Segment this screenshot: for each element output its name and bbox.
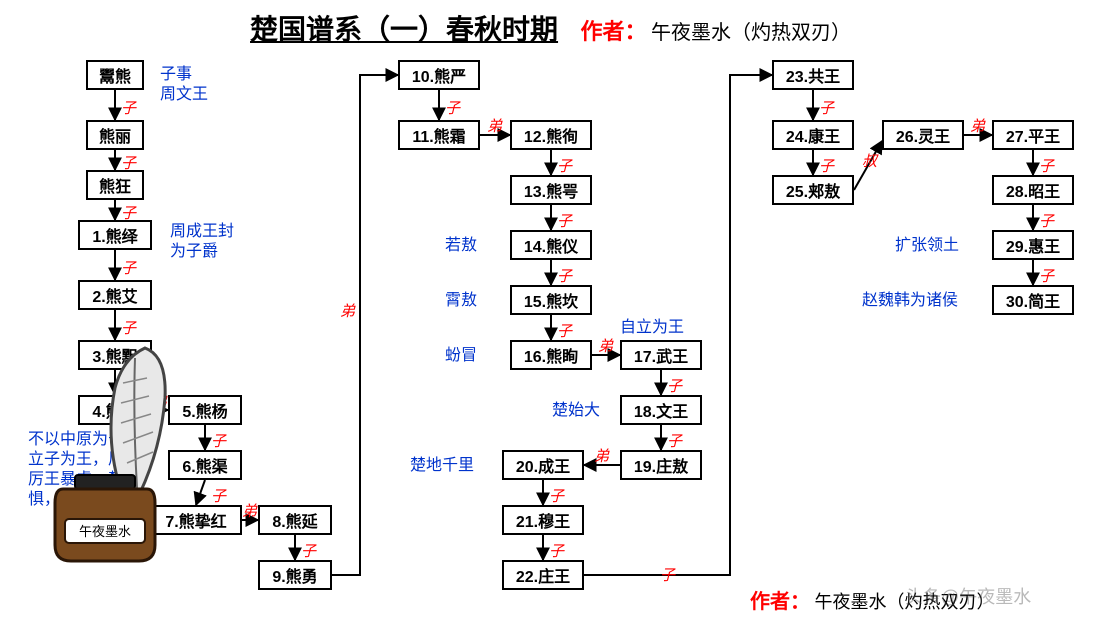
node-n_13: 13.熊咢 [510, 175, 592, 205]
node-n_2: 2.熊艾 [78, 280, 152, 310]
node-n_15: 15.熊坎 [510, 285, 592, 315]
note-5: 蚡冒 [445, 346, 477, 366]
node-n_29: 29.惠王 [992, 230, 1074, 260]
node-n_23: 23.共王 [772, 60, 854, 90]
node-n_27: 27.平王 [992, 120, 1074, 150]
relation-n_13-n_14: 子 [557, 210, 572, 231]
relation-n_24-n_25: 子 [819, 155, 834, 176]
node-n_16: 16.熊眴 [510, 340, 592, 370]
inkpot-label: 午夜墨水 [79, 524, 131, 539]
node-n_8: 8.熊延 [258, 505, 332, 535]
relation-n_14-n_15: 子 [557, 265, 572, 286]
node-n_1: 1.熊绎 [78, 220, 152, 250]
note-10: 赵魏韩为诸侯 [862, 291, 958, 311]
relation-n_27-n_28: 子 [1039, 155, 1054, 176]
node-n_10: 10.熊严 [398, 60, 480, 90]
note-7: 楚始大 [552, 401, 600, 421]
note-4: 霄敖 [445, 291, 477, 311]
node-n_24: 24.康王 [772, 120, 854, 150]
node-n_18: 18.文王 [620, 395, 702, 425]
relation-n_26-n_27: 弟 [970, 115, 985, 136]
relation-n_6-n_7: 子 [211, 485, 226, 506]
node-n_12: 12.熊徇 [510, 120, 592, 150]
relation-n_25-n_26: 叔 [862, 150, 877, 171]
inkpot-illustration: 午夜墨水 [0, 340, 200, 570]
relation-n_2-n_3: 子 [121, 317, 136, 338]
node-n_22: 22.庄王 [502, 560, 584, 590]
node-n_19: 19.庄敖 [620, 450, 702, 480]
relation-n_xiongkuang-n_1: 子 [121, 202, 136, 223]
note-6: 自立为王 [620, 318, 684, 338]
relation-n_xiongli-n_xiongkuang: 子 [121, 152, 136, 173]
relation-n_5-n_6: 子 [211, 430, 226, 451]
node-n_14: 14.熊仪 [510, 230, 592, 260]
relation-n_19-n_20: 弟 [594, 445, 609, 466]
note-8: 楚地千里 [410, 456, 474, 476]
relation-n_21-n_22: 子 [549, 540, 564, 561]
note-1: 周成王封 为子爵 [170, 222, 234, 262]
relation-n_8-n_9: 子 [301, 540, 316, 561]
relation-n_1-n_2: 子 [121, 257, 136, 278]
relation-n_17-n_18: 子 [667, 375, 682, 396]
relation-n_28-n_29: 子 [1039, 210, 1054, 231]
node-n_26: 26.灵王 [882, 120, 964, 150]
node-n_11: 11.熊霜 [398, 120, 480, 150]
relation-n_18-n_19: 子 [667, 430, 682, 451]
relation-n_9-n_10: 弟 [340, 300, 355, 321]
relation-n_22-n_23: 子 [660, 564, 675, 585]
note-9: 扩张领土 [895, 236, 959, 256]
relation-n_7-n_8: 弟 [242, 500, 257, 521]
node-n_25: 25.郏敖 [772, 175, 854, 205]
node-n_yuxiong: 鬻熊 [86, 60, 144, 90]
node-n_30: 30.简王 [992, 285, 1074, 315]
node-n_20: 20.成王 [502, 450, 584, 480]
relation-n_12-n_13: 子 [557, 155, 572, 176]
relation-n_23-n_24: 子 [819, 97, 834, 118]
node-n_21: 21.穆王 [502, 505, 584, 535]
footer-author-label: 作者： [750, 591, 810, 613]
node-n_9: 9.熊勇 [258, 560, 332, 590]
note-0: 子事 周文王 [160, 65, 208, 105]
relation-n_10-n_11: 子 [445, 97, 460, 118]
node-n_xiongli: 熊丽 [86, 120, 144, 150]
node-n_28: 28.昭王 [992, 175, 1074, 205]
relation-n_yuxiong-n_xiongli: 子 [121, 97, 136, 118]
relation-n_29-n_30: 子 [1039, 265, 1054, 286]
note-3: 若敖 [445, 236, 477, 256]
node-n_17: 17.武王 [620, 340, 702, 370]
watermark: 头条@午夜墨水 [905, 583, 1031, 609]
node-n_xiongkuang: 熊狂 [86, 170, 144, 200]
relation-n_15-n_16: 子 [557, 320, 572, 341]
relation-n_11-n_12: 弟 [487, 115, 502, 136]
relation-n_20-n_21: 子 [549, 485, 564, 506]
relation-n_16-n_17: 弟 [598, 335, 613, 356]
